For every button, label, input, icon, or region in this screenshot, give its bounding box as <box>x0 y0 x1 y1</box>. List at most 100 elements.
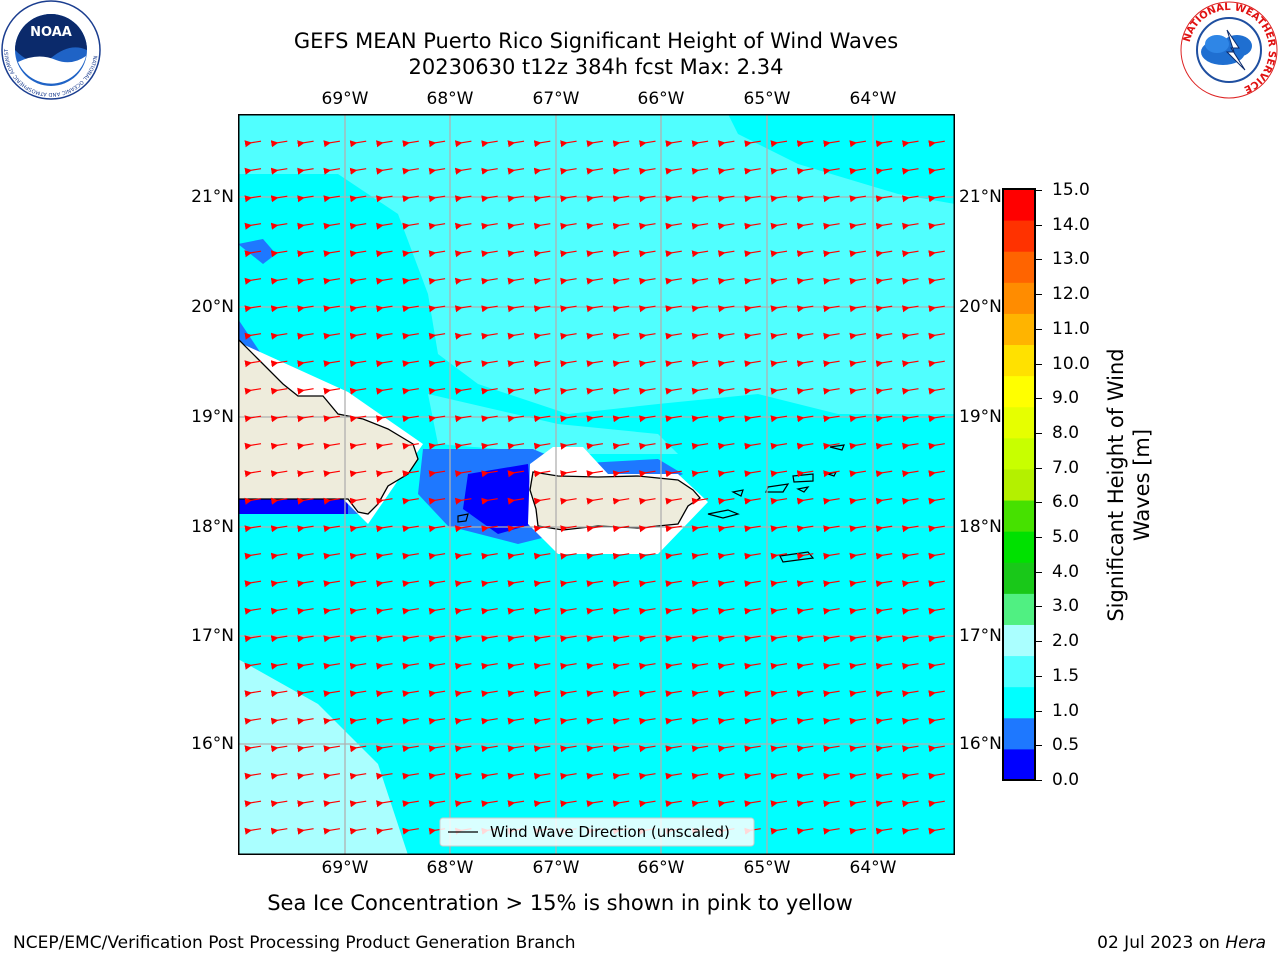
direction-arrow <box>349 415 367 423</box>
direction-arrow <box>849 442 866 450</box>
direction-arrow <box>823 662 840 670</box>
direction-arrow <box>639 497 656 505</box>
direction-arrow <box>454 305 472 313</box>
direction-arrow <box>928 635 945 643</box>
direction-arrow <box>428 772 446 780</box>
direction-arrow <box>770 442 788 450</box>
direction-arrow <box>612 222 630 230</box>
direction-arrow <box>902 635 919 643</box>
direction-arrow <box>849 305 866 313</box>
direction-arrow <box>270 745 288 753</box>
direction-arrow <box>454 250 472 258</box>
direction-arrow <box>349 167 367 175</box>
direction-arrow <box>297 250 314 258</box>
direction-arrow <box>665 442 682 450</box>
lat-label-right: 18°N <box>959 517 1002 537</box>
direction-arrow <box>560 772 577 780</box>
colorbar-segment <box>1003 531 1035 563</box>
direction-arrow <box>533 305 551 313</box>
direction-arrow <box>323 250 340 258</box>
direction-arrow <box>349 332 367 340</box>
direction-arrow <box>612 552 630 560</box>
direction-arrow <box>744 387 761 395</box>
direction-arrow <box>323 580 340 588</box>
hispaniola-land <box>238 338 419 515</box>
colorbar-tick-mark <box>1035 294 1042 296</box>
direction-arrow <box>823 195 840 203</box>
direction-arrow <box>823 470 840 478</box>
direction-arrow <box>349 800 367 808</box>
direction-arrow <box>454 800 472 808</box>
direction-arrow <box>454 525 472 533</box>
direction-arrow <box>612 497 630 505</box>
direction-arrow <box>402 332 419 340</box>
direction-arrow <box>349 497 367 505</box>
direction-arrow <box>270 250 288 258</box>
direction-arrow <box>454 690 472 698</box>
direction-arrow <box>323 277 340 285</box>
direction-arrow <box>270 497 288 505</box>
colorbar-tick-label: 5.0 <box>1052 527 1080 548</box>
direction-arrow <box>507 277 525 285</box>
direction-arrow <box>297 772 314 780</box>
direction-arrow <box>349 305 367 313</box>
direction-arrow <box>639 662 656 670</box>
direction-arrow <box>796 167 814 175</box>
direction-arrow <box>454 387 472 395</box>
direction-arrow <box>507 607 525 615</box>
direction-arrow <box>533 250 551 258</box>
direction-arrow <box>691 360 709 368</box>
direction-arrow <box>376 772 393 780</box>
direction-arrow <box>823 580 840 588</box>
direction-arrow <box>507 140 525 148</box>
direction-arrow <box>849 140 866 148</box>
direction-arrow <box>454 717 472 725</box>
lon-label-top: 67°W <box>532 89 580 109</box>
direction-arrow <box>454 140 472 148</box>
lon-label-bottom: 68°W <box>426 858 474 878</box>
direction-arrow <box>297 580 314 588</box>
colorbar-tick-mark <box>1035 363 1042 365</box>
sea-ice-note: Sea Ice Concentration > 15% is shown in … <box>267 891 853 915</box>
direction-arrow <box>691 552 709 560</box>
direction-arrow <box>796 552 814 560</box>
direction-arrow <box>533 140 551 148</box>
direction-arrow <box>270 552 288 560</box>
direction-arrow <box>454 635 472 643</box>
direction-arrow <box>402 552 419 560</box>
direction-arrow <box>376 277 393 285</box>
direction-arrow <box>376 690 393 698</box>
direction-arrow <box>533 167 551 175</box>
lat-label-left: 21°N <box>191 187 234 207</box>
direction-arrow <box>796 415 814 423</box>
direction-arrow <box>297 552 314 560</box>
direction-arrow <box>297 745 314 753</box>
direction-arrow <box>244 332 262 340</box>
direction-arrow <box>244 772 262 780</box>
direction-arrow <box>533 717 551 725</box>
direction-arrow <box>796 497 814 505</box>
direction-arrow <box>770 552 788 560</box>
direction-arrow <box>481 222 498 230</box>
direction-arrow <box>849 690 866 698</box>
direction-arrow <box>691 772 709 780</box>
direction-arrow <box>612 305 630 313</box>
lat-label-left: 18°N <box>191 517 234 537</box>
direction-arrow <box>744 140 761 148</box>
colorbar-tick-label: 12.0 <box>1052 284 1090 305</box>
direction-arrow <box>560 195 577 203</box>
direction-arrow <box>376 305 393 313</box>
direction-arrow <box>928 415 945 423</box>
direction-arrow <box>823 250 840 258</box>
direction-arrow <box>717 800 735 808</box>
direction-arrow <box>902 305 919 313</box>
direction-arrow <box>244 580 262 588</box>
direction-arrow <box>612 470 630 478</box>
direction-arrow <box>402 662 419 670</box>
direction-arrow <box>507 415 525 423</box>
colorbar-segment <box>1003 717 1035 750</box>
direction-arrow <box>402 470 419 478</box>
direction-arrow <box>402 222 419 230</box>
colorbar-tick-mark <box>1035 537 1042 539</box>
direction-arrow <box>323 525 340 533</box>
